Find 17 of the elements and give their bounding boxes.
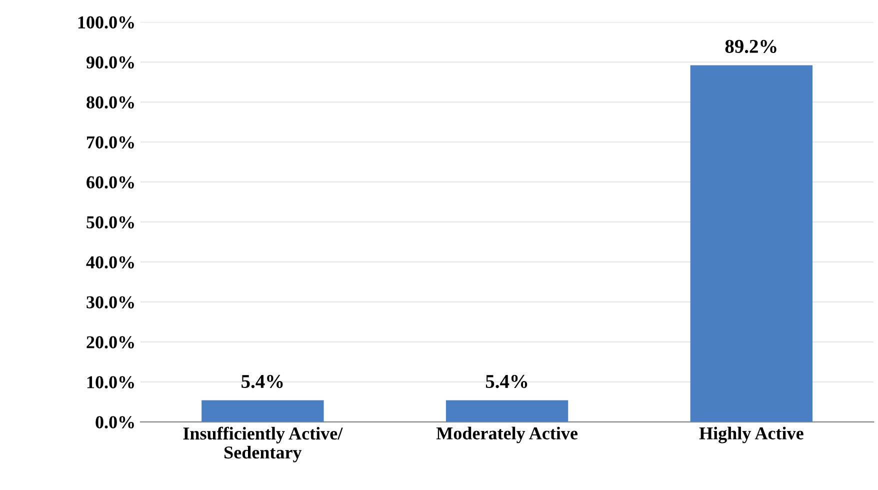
data-label: 89.2% [725, 40, 776, 54]
y-tick-label: 70.0% [87, 136, 134, 149]
y-tick-label: 80.0% [86, 96, 134, 109]
x-tick-label: Highly Active [699, 426, 804, 444]
x-tick-label: Moderately Active [436, 426, 578, 444]
y-tick-label: 0.0% [96, 416, 134, 428]
y-tick-label: 20.0% [86, 336, 134, 348]
y-tick-label: 30.0% [86, 296, 134, 308]
y-tick-label: 50.0% [86, 216, 134, 228]
y-tick-label: 10.0% [87, 376, 134, 388]
y-tick-label: 40.0% [86, 256, 134, 268]
data-label: 5.4% [242, 374, 283, 388]
y-tick-label: 60.0% [86, 176, 134, 189]
y-tick-label: 100.0% [78, 16, 134, 29]
data-label: 5.4% [486, 374, 528, 388]
y-tick-label: 90.0% [86, 56, 134, 69]
x-tick-label: Insufficiently Active/ Sedentary [183, 426, 343, 462]
